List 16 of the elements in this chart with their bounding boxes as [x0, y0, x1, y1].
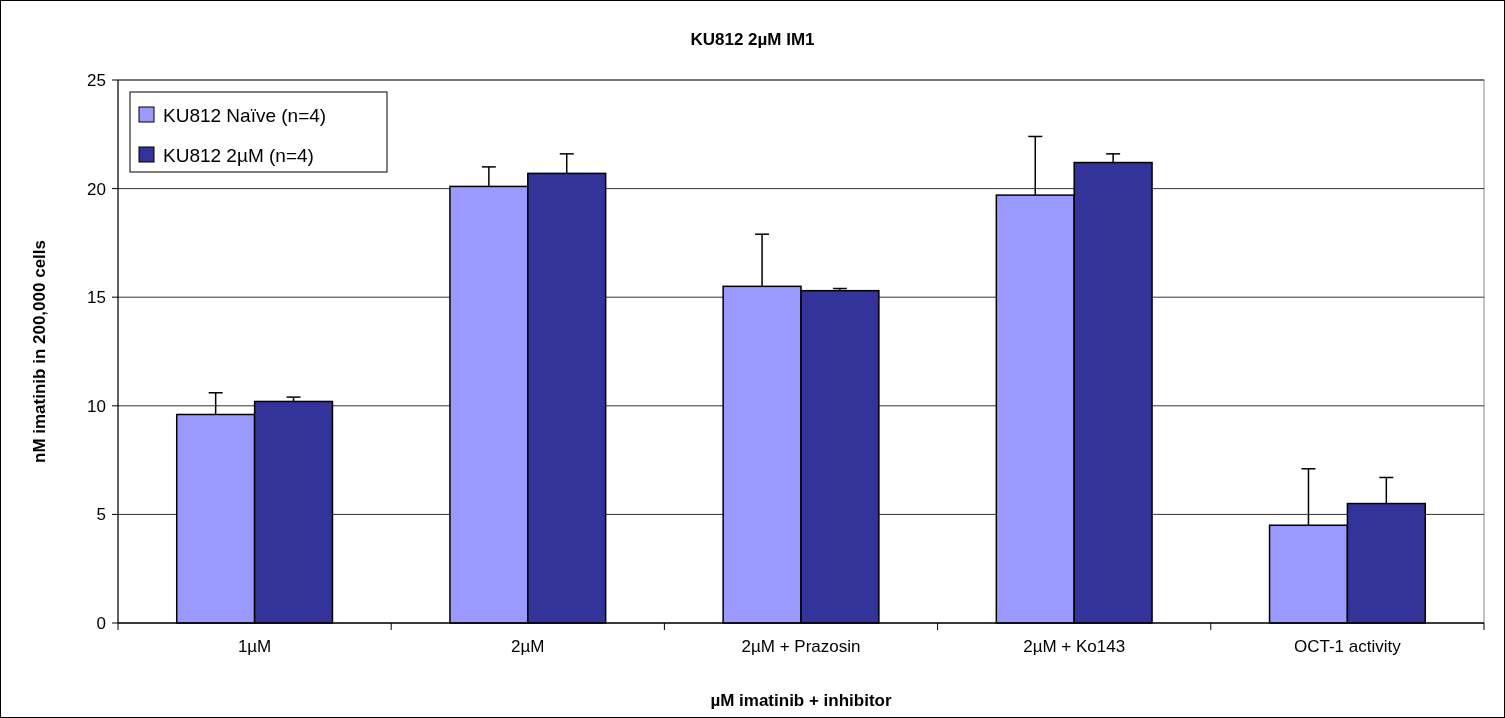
legend-label: KU812 Naïve (n=4)	[163, 104, 327, 126]
x-tick-label: OCT-1 activity	[1294, 637, 1402, 656]
legend-label: KU812 2µM (n=4)	[163, 144, 314, 166]
x-tick-label: 1µM	[237, 637, 272, 656]
y-tick-label: 5	[96, 505, 106, 525]
y-axis-title: nM imatinib in 200,000 cells	[30, 240, 49, 463]
y-tick-label: 10	[87, 396, 106, 416]
y-tick-label: 25	[87, 70, 106, 90]
x-tick-label: 2µM	[511, 637, 545, 656]
y-tick-label: 20	[87, 179, 106, 199]
y-tick-label: 0	[96, 613, 106, 633]
x-tick-label: 2µM + Ko143	[1023, 637, 1126, 656]
chart-title: KU812 2µM IM1	[690, 30, 815, 49]
x-axis-title: µM imatinib + inhibitor	[710, 691, 892, 710]
x-tick-label: 2µM + Prazosin	[741, 637, 861, 656]
y-tick-label: 15	[87, 288, 106, 308]
